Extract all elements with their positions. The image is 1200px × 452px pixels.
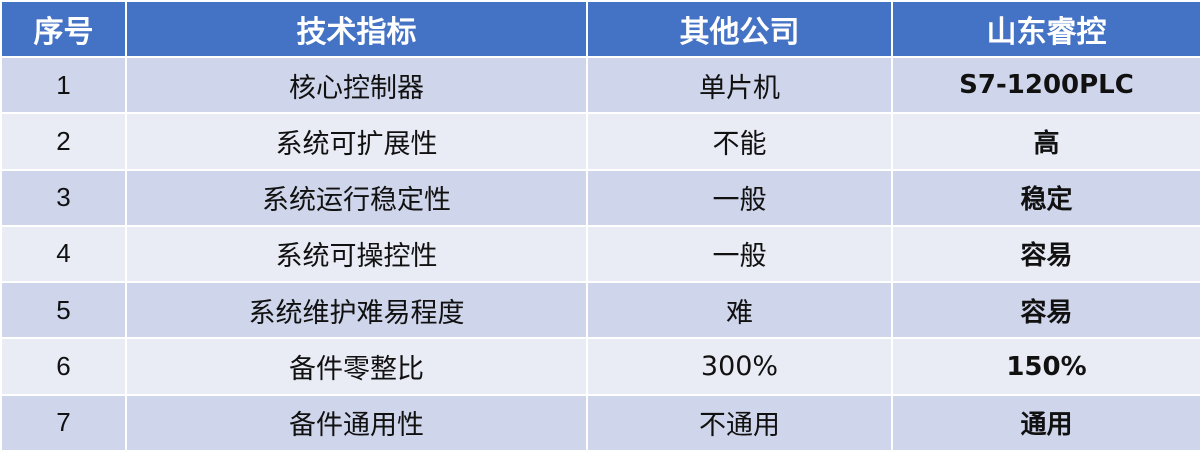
table-row: 3 系统运行稳定性 一般 稳定 [0, 168, 1200, 227]
cell-shandong-ruikong: S7-1200PLC [891, 55, 1200, 115]
table-row: 1 核心控制器 单片机 S7-1200PLC [0, 55, 1200, 115]
cell-other-company: 300% [586, 337, 893, 396]
cell-shandong-ruikong: 高 [891, 112, 1200, 171]
cell-index: 7 [0, 393, 127, 452]
header-index: 序号 [0, 0, 127, 58]
cell-index: 2 [0, 112, 127, 171]
cell-other-company: 不通用 [586, 393, 893, 452]
table-row: 4 系统可操控性 一般 容易 [0, 224, 1200, 284]
cell-indicator: 系统可操控性 [125, 224, 588, 284]
cell-index: 1 [0, 55, 127, 115]
cell-other-company: 单片机 [586, 55, 893, 115]
cell-shandong-ruikong: 容易 [891, 224, 1200, 284]
cell-index: 3 [0, 168, 127, 227]
cell-indicator: 系统维护难易程度 [125, 281, 588, 340]
table-row: 7 备件通用性 不通用 通用 [0, 393, 1200, 452]
cell-other-company: 一般 [586, 168, 893, 227]
table-row: 5 系统维护难易程度难容易 [0, 281, 1200, 340]
header-row: 序号 技术指标 其他公司 山东睿控 [0, 0, 1200, 58]
cell-shandong-ruikong: 150% [891, 337, 1200, 396]
cell-shandong-ruikong: 通用 [891, 393, 1200, 452]
cell-indicator: 备件通用性 [125, 393, 588, 452]
cell-shandong-ruikong: 容易 [891, 281, 1200, 340]
cell-other-company: 难 [586, 281, 893, 340]
cell-index: 6 [0, 337, 127, 396]
header-indicator: 技术指标 [125, 0, 588, 58]
header-shandong-ruikong: 山东睿控 [891, 0, 1200, 58]
cell-indicator: 备件零整比 [125, 337, 588, 396]
cell-other-company: 一般 [586, 224, 893, 284]
cell-index: 5 [0, 281, 127, 340]
table-row: 2 系统可扩展性 不能高 [0, 112, 1200, 171]
header-other-company: 其他公司 [586, 0, 893, 58]
cell-indicator: 核心控制器 [125, 55, 588, 115]
cell-other-company: 不能 [586, 112, 893, 171]
cell-indicator: 系统可扩展性 [125, 112, 588, 171]
cell-indicator: 系统运行稳定性 [125, 168, 588, 227]
cell-index: 4 [0, 224, 127, 284]
table-row: 6 备件零整比 300% 150% [0, 337, 1200, 396]
cell-shandong-ruikong: 稳定 [891, 168, 1200, 227]
